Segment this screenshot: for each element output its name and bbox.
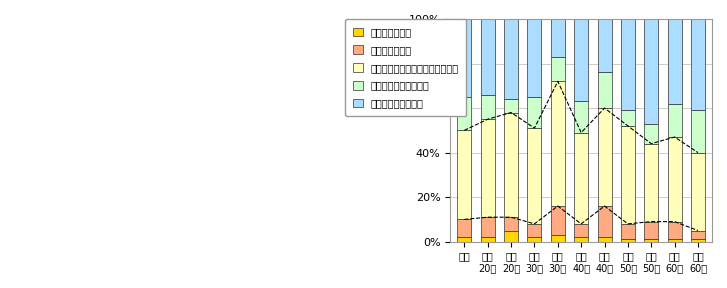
Bar <box>667 19 682 104</box>
Bar <box>574 237 588 242</box>
Bar <box>667 104 682 137</box>
Bar <box>457 237 471 242</box>
Bar <box>527 19 542 97</box>
Bar <box>598 206 611 237</box>
Bar <box>457 19 471 97</box>
Bar <box>574 132 588 224</box>
Bar <box>667 137 682 222</box>
Bar <box>621 110 635 126</box>
Bar <box>644 144 658 222</box>
Bar <box>551 81 565 206</box>
Bar <box>691 110 705 153</box>
Bar <box>691 230 705 239</box>
Bar <box>598 237 611 242</box>
Bar <box>667 222 682 239</box>
Bar <box>504 113 518 217</box>
Bar <box>621 19 635 110</box>
Bar <box>504 217 518 230</box>
Bar <box>527 237 542 242</box>
Bar <box>644 124 658 144</box>
Bar <box>644 222 658 239</box>
Bar <box>551 206 565 235</box>
Bar <box>691 239 705 242</box>
Bar <box>667 239 682 242</box>
Bar <box>481 119 495 217</box>
Bar <box>457 97 471 130</box>
Bar <box>457 219 471 237</box>
Bar <box>527 97 542 128</box>
Bar <box>527 224 542 237</box>
Bar <box>598 73 611 108</box>
Bar <box>527 128 542 224</box>
Bar <box>481 19 495 95</box>
Bar <box>621 239 635 242</box>
Bar <box>691 153 705 230</box>
Legend: ぜひ利用したい, まあ利用したい, どちらともいえない・わからない, あまり利用したくない, 全く利用したくない: ぜひ利用したい, まあ利用したい, どちらともいえない・わからない, あまり利用… <box>345 19 467 116</box>
Bar <box>481 95 495 119</box>
Bar <box>551 235 565 242</box>
Bar <box>644 19 658 124</box>
Bar <box>504 99 518 113</box>
Bar <box>574 19 588 101</box>
Bar <box>574 101 588 132</box>
Bar <box>504 19 518 99</box>
Bar <box>691 19 705 110</box>
Bar <box>598 19 611 73</box>
Bar <box>481 217 495 237</box>
Bar <box>644 239 658 242</box>
Bar <box>598 108 611 206</box>
Bar <box>504 230 518 242</box>
Bar <box>481 237 495 242</box>
Bar <box>621 126 635 224</box>
Bar <box>574 224 588 237</box>
Bar <box>621 224 635 239</box>
Bar <box>551 19 565 57</box>
Bar <box>457 130 471 219</box>
Bar <box>551 57 565 81</box>
